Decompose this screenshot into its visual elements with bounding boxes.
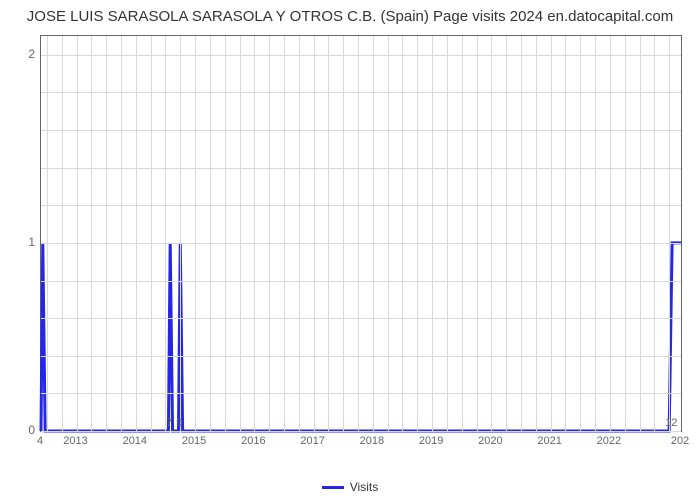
grid-line-h — [41, 243, 681, 244]
grid-line-v — [654, 36, 655, 431]
grid-line-h — [41, 130, 681, 131]
legend: Visits — [0, 480, 700, 494]
x-tick-label: 2022 — [597, 435, 621, 447]
grid-line-h — [41, 281, 681, 282]
grid-line-v — [47, 36, 48, 431]
x-edge-label: 202 — [671, 435, 689, 447]
grid-line-v — [388, 36, 389, 431]
grid-line-v — [610, 36, 611, 431]
legend-label: Visits — [350, 480, 378, 494]
x-tick-label: 2019 — [419, 435, 443, 447]
grid-line-v — [565, 36, 566, 431]
inside-label: 7 — [166, 417, 172, 429]
x-edge-label: 4 — [37, 435, 43, 447]
grid-line-v — [254, 36, 255, 431]
grid-line-v — [417, 36, 418, 431]
x-tick-label: 2021 — [537, 435, 561, 447]
grid-line-v — [62, 36, 63, 431]
grid-line-h — [41, 92, 681, 93]
inside-label: 12 — [665, 417, 677, 429]
grid-line-v — [580, 36, 581, 431]
grid-line-v — [106, 36, 107, 431]
grid-line-v — [551, 36, 552, 431]
grid-line-v — [151, 36, 152, 431]
chart-container: JOSE LUIS SARASOLA SARASOLA Y OTROS C.B.… — [0, 0, 700, 500]
grid-line-v — [299, 36, 300, 431]
grid-line-h — [41, 55, 681, 56]
grid-line-v — [195, 36, 196, 431]
grid-line-v — [180, 36, 181, 431]
grid-line-v — [491, 36, 492, 431]
grid-line-v — [625, 36, 626, 431]
grid-line-v — [269, 36, 270, 431]
grid-line-v — [240, 36, 241, 431]
grid-line-h — [41, 356, 681, 357]
grid-line-v — [536, 36, 537, 431]
grid-line-h — [41, 318, 681, 319]
x-tick-label: 2016 — [241, 435, 265, 447]
grid-line-v — [462, 36, 463, 431]
grid-line-h — [41, 168, 681, 169]
grid-line-v — [432, 36, 433, 431]
grid-line-v — [91, 36, 92, 431]
grid-line-v — [136, 36, 137, 431]
y-tick-label: 1 — [28, 235, 35, 249]
grid-line-v — [358, 36, 359, 431]
grid-line-v — [506, 36, 507, 431]
grid-line-v — [284, 36, 285, 431]
plot-area: 79 12 — [40, 35, 682, 432]
grid-line-v — [373, 36, 374, 431]
y-tick-label: 2 — [28, 47, 35, 61]
grid-line-v — [477, 36, 478, 431]
grid-line-v — [669, 36, 670, 431]
grid-line-v — [210, 36, 211, 431]
x-tick-label: 2017 — [300, 435, 324, 447]
x-tick-label: 2020 — [478, 435, 502, 447]
grid-line-h — [41, 205, 681, 206]
grid-line-h — [41, 393, 681, 394]
grid-line-v — [343, 36, 344, 431]
x-tick-label: 2015 — [182, 435, 206, 447]
grid-line-v — [314, 36, 315, 431]
chart-title: JOSE LUIS SARASOLA SARASOLA Y OTROS C.B.… — [0, 0, 700, 25]
x-tick-label: 2018 — [360, 435, 384, 447]
grid-line-v — [521, 36, 522, 431]
grid-line-v — [225, 36, 226, 431]
grid-line-h — [41, 431, 681, 432]
grid-line-v — [595, 36, 596, 431]
grid-line-v — [640, 36, 641, 431]
grid-line-v — [77, 36, 78, 431]
x-tick-label: 2014 — [123, 435, 147, 447]
y-tick-label: 0 — [28, 423, 35, 437]
grid-line-v — [402, 36, 403, 431]
grid-line-v — [328, 36, 329, 431]
x-tick-label: 2013 — [63, 435, 87, 447]
grid-line-v — [447, 36, 448, 431]
legend-swatch — [322, 486, 344, 489]
grid-line-v — [121, 36, 122, 431]
series-line — [41, 36, 681, 431]
grid-line-v — [165, 36, 166, 431]
inside-label: 9 — [176, 417, 182, 429]
